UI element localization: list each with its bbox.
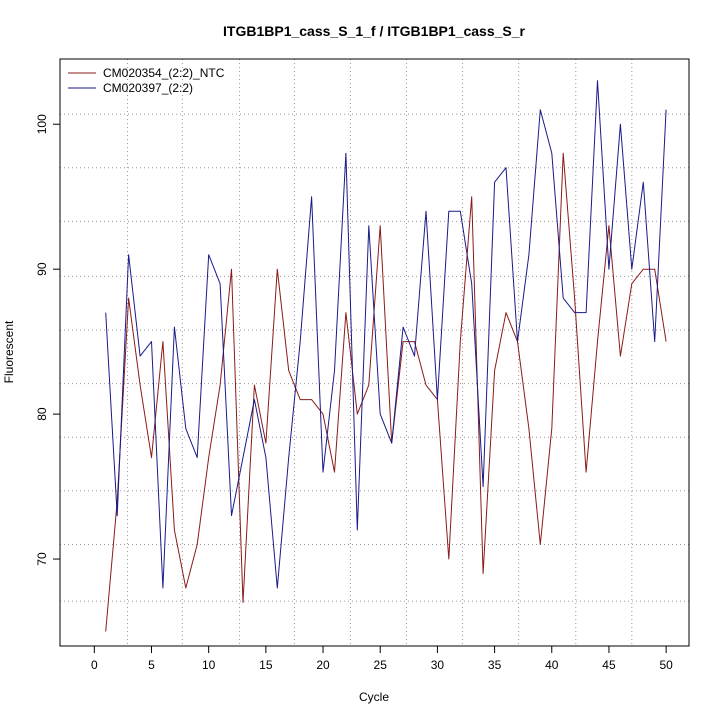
x-tick-label: 45 [602,658,616,672]
series-line-sample [105,80,667,589]
x-tick-label: 5 [148,658,155,672]
series-line-ntc [105,152,667,632]
axis-layer: 0 5 10 15 20 25 30 35 40 45 50 70 80 90 100 [35,114,673,672]
x-tick-label: 20 [316,658,330,672]
x-tick-label: 10 [202,658,216,672]
y-axis-label: Fluorescent [2,320,16,383]
x-tick-label: 40 [545,658,559,672]
x-tick-label: 15 [259,658,273,672]
x-axis-label: Cycle [359,690,389,704]
y-tick-label: 80 [35,407,49,421]
x-tick-label: 0 [91,658,98,672]
legend-label-ntc: CM020354_(2:2)_NTC [103,66,225,80]
x-tick-label: 50 [659,658,673,672]
x-tick-label: 25 [374,658,388,672]
y-tick-label: 100 [35,114,49,134]
legend-label-sample: CM020397_(2:2) [103,81,193,95]
y-tick-label: 90 [35,262,49,276]
x-tick-label: 30 [431,658,445,672]
legend: CM020354_(2:2)_NTC CM020397_(2:2) [68,66,225,95]
chart-title: ITGB1BP1_cass_S_1_f / ITGB1BP1_cass_S_r [223,23,526,39]
series-layer [105,80,667,632]
x-tick-label: 35 [488,658,502,672]
y-tick-label: 70 [35,552,49,566]
